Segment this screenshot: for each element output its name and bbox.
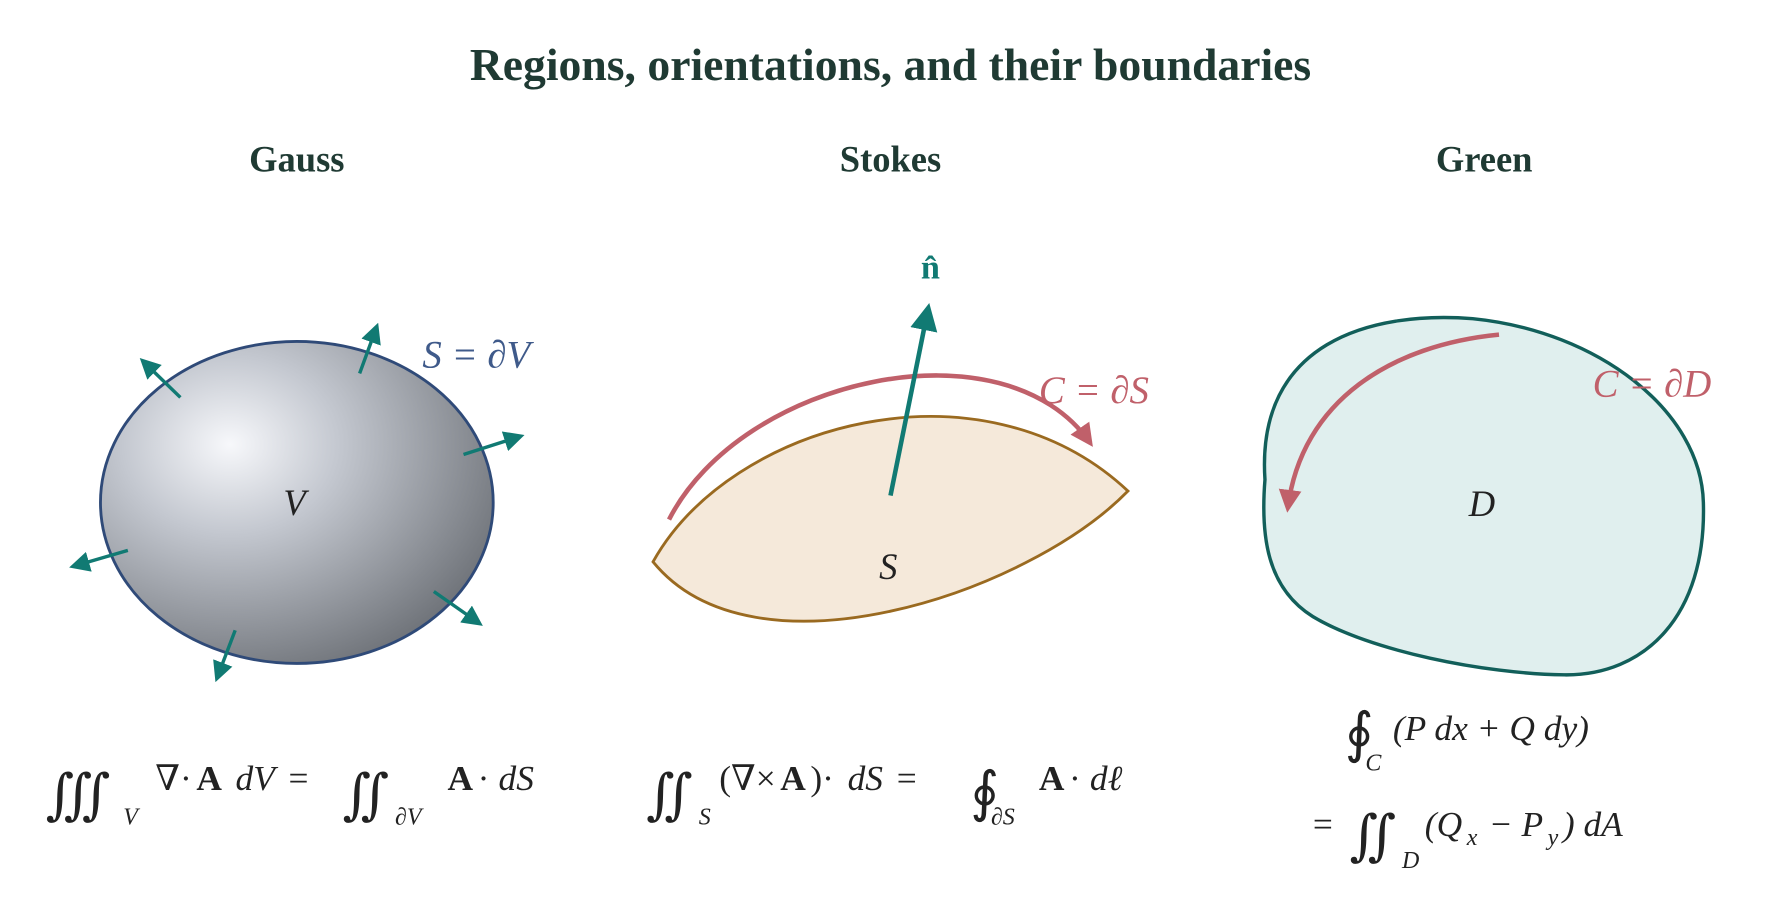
term: dS bbox=[499, 758, 535, 798]
integral: ∬ bbox=[646, 764, 693, 825]
boundary-label: C = ∂S bbox=[1039, 369, 1149, 412]
subscript: ∂S bbox=[991, 804, 1015, 830]
subscript: y bbox=[1546, 825, 1559, 851]
term: ∇· bbox=[155, 758, 191, 798]
term: (Q bbox=[1425, 804, 1462, 844]
term: )· bbox=[810, 758, 834, 798]
subscript: V bbox=[123, 804, 140, 830]
term: (P dx + Q dy) bbox=[1393, 708, 1589, 748]
panel-heading: Green bbox=[1436, 138, 1533, 179]
term: = bbox=[1313, 804, 1333, 844]
integral: ∭ bbox=[46, 764, 111, 825]
panel-heading: Gauss bbox=[249, 138, 344, 179]
integral: ∮ bbox=[970, 762, 999, 823]
term: dV bbox=[236, 758, 280, 798]
region-label: D bbox=[1468, 483, 1495, 524]
formula: ∬ S (∇× A )· dS = ∮ ∂S A · dℓ bbox=[646, 758, 1122, 830]
term: dS bbox=[848, 758, 884, 798]
term: A bbox=[196, 758, 222, 798]
term: A bbox=[448, 758, 474, 798]
normal-label: n̂ bbox=[921, 249, 940, 287]
region-label: V bbox=[283, 482, 309, 523]
term: A bbox=[780, 758, 806, 798]
volume bbox=[99, 340, 495, 665]
boundary-arrow bbox=[666, 373, 1093, 521]
term: · bbox=[1069, 758, 1081, 798]
subscript: D bbox=[1401, 848, 1419, 874]
normal-arrow bbox=[888, 302, 938, 497]
surface bbox=[651, 415, 1131, 623]
subscript: x bbox=[1466, 825, 1478, 851]
title: Regions, orientations, and their boundar… bbox=[470, 39, 1311, 90]
formula: ∭ V ∇· A dV = ∬ ∂V A · dS bbox=[46, 758, 535, 830]
term: A bbox=[1039, 758, 1065, 798]
formula: ∮ C (P dx + Q dy) = ∬ D (Q x − P y ) dA bbox=[1313, 702, 1623, 873]
term: dℓ bbox=[1090, 758, 1123, 798]
integral: ∬ bbox=[343, 764, 390, 825]
normal-arrows bbox=[69, 322, 525, 683]
integral: ∬ bbox=[1349, 805, 1396, 866]
panel-heading: Stokes bbox=[840, 138, 941, 179]
term: − P bbox=[1489, 804, 1543, 844]
term: · bbox=[478, 758, 490, 798]
boundary-label: S = ∂V bbox=[422, 334, 534, 377]
integral: ∮ bbox=[1345, 702, 1374, 763]
boundary-label: C = ∂D bbox=[1593, 362, 1712, 405]
region bbox=[1262, 315, 1706, 677]
boundary-arrow bbox=[1278, 332, 1500, 513]
term: ) dA bbox=[1561, 804, 1623, 844]
region-label: S bbox=[879, 546, 897, 587]
subscript: S bbox=[699, 804, 711, 830]
term: (∇× bbox=[719, 758, 775, 798]
subscript: C bbox=[1365, 751, 1382, 777]
subscript: ∂V bbox=[395, 804, 424, 830]
term: = bbox=[289, 758, 309, 798]
term: = bbox=[897, 758, 917, 798]
